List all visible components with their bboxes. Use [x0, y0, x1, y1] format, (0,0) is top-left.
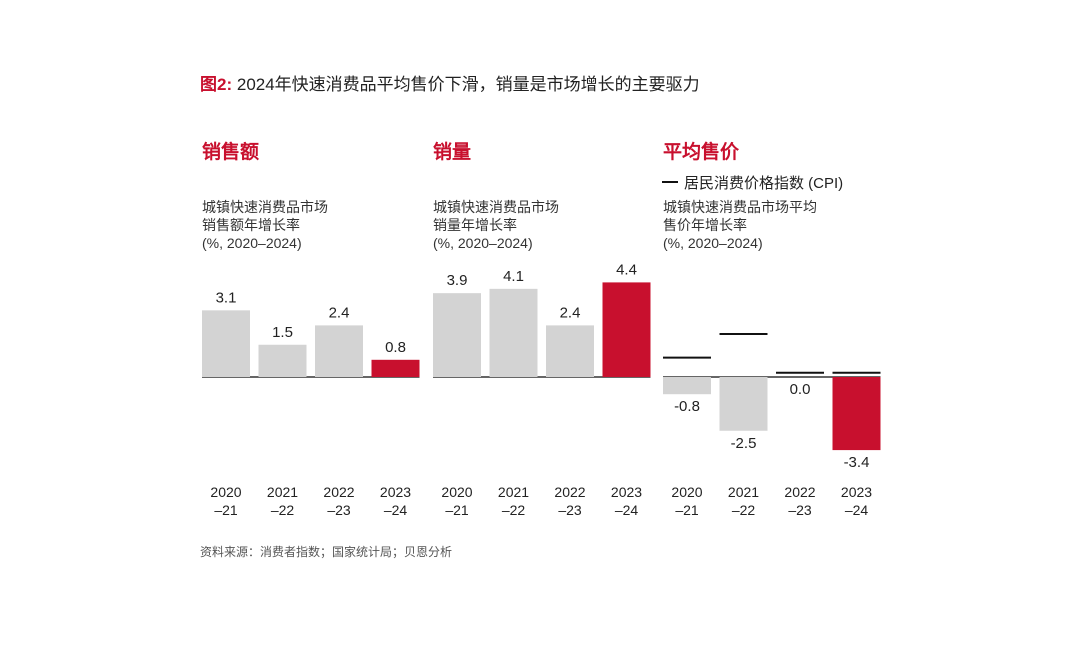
bar-value-label: 3.9: [447, 272, 468, 289]
bar-value-label: 4.1: [503, 268, 524, 285]
bar-value-label: -2.5: [731, 435, 757, 452]
bar: [489, 288, 538, 377]
bar-value-label: -3.4: [844, 454, 870, 471]
subtitle-line: 售价年增长率: [663, 217, 747, 233]
x-tick-label: 2022: [554, 484, 585, 500]
bar-value-label: 0.0: [790, 381, 811, 398]
subtitle-line: (%, 2020–2024): [202, 235, 302, 251]
subtitle-line: (%, 2020–2024): [663, 235, 763, 251]
x-tick-label: –22: [732, 502, 756, 518]
bar: [602, 282, 651, 377]
x-tick-label: 2020: [210, 484, 241, 500]
source-note: 资料来源：消费者指数；国家统计局；贝恩分析: [200, 545, 453, 559]
x-tick-label: 2023: [841, 484, 872, 500]
panel-title-asp: 平均售价: [663, 142, 740, 163]
x-tick-label: 2021: [498, 484, 529, 500]
x-tick-label: 2020: [671, 484, 702, 500]
x-tick-label: –22: [502, 502, 526, 518]
x-tick-label: –21: [445, 502, 469, 518]
x-tick-label: 2021: [728, 484, 759, 500]
bar-value-label: 2.4: [329, 304, 350, 321]
x-tick-label: –23: [327, 502, 351, 518]
panel-title-sales: 销售额: [202, 142, 260, 163]
panel-subtitle-asp: 城镇快速消费品市场平均 售价年增长率 (%, 2020–2024): [663, 198, 817, 252]
bar-value-label: 4.4: [616, 261, 637, 278]
x-tick-label: –21: [675, 502, 699, 518]
subtitle-line: 销量年增长率: [433, 217, 517, 233]
bar-value-label: 1.5: [272, 324, 293, 341]
subtitle-line: 城镇快速消费品市场: [433, 199, 559, 215]
bar: [663, 377, 711, 395]
cpi-legend-swatch: [662, 181, 678, 184]
x-tick-label: –24: [384, 502, 408, 518]
figure-title: 图2: 2024年快速消费品平均售价下滑，销量是市场增长的主要驱力: [200, 70, 700, 95]
bar: [315, 325, 363, 377]
bar: [371, 359, 420, 377]
bar: [546, 325, 594, 377]
x-tick-label: 2020: [441, 484, 472, 500]
subtitle-line: 销售额年增长率: [202, 217, 300, 233]
x-tick-label: –23: [558, 502, 582, 518]
bar-value-label: 0.8: [385, 339, 406, 356]
x-tick-label: –24: [845, 502, 869, 518]
cpi-legend-label: 居民消费价格指数 (CPI): [684, 175, 844, 192]
panel-subtitle-sales: 城镇快速消费品市场 销售额年增长率 (%, 2020–2024): [202, 198, 328, 252]
subtitle-line: 城镇快速消费品市场: [202, 199, 328, 215]
panel-title-volume: 销量: [433, 142, 472, 163]
x-tick-label: –24: [615, 502, 639, 518]
x-tick-label: 2022: [784, 484, 815, 500]
x-tick-label: –22: [271, 502, 295, 518]
bar-value-label: 3.1: [216, 289, 237, 306]
bar: [832, 377, 881, 451]
bar: [258, 344, 307, 377]
x-tick-label: 2023: [611, 484, 642, 500]
bar: [433, 293, 481, 377]
figure-number: 图2:: [200, 75, 233, 94]
subtitle-line: (%, 2020–2024): [433, 235, 533, 251]
x-tick-label: 2021: [267, 484, 298, 500]
x-tick-label: –23: [788, 502, 812, 518]
cpi-legend: 居民消费价格指数 (CPI): [662, 172, 843, 193]
bar: [719, 377, 768, 431]
bar-value-label: -0.8: [674, 398, 700, 415]
x-tick-label: –21: [214, 502, 238, 518]
bar: [202, 310, 250, 377]
subtitle-line: 城镇快速消费品市场平均: [663, 199, 817, 215]
figure-title-text: 2024年快速消费品平均售价下滑，销量是市场增长的主要驱力: [236, 75, 700, 94]
x-tick-label: 2022: [323, 484, 354, 500]
x-tick-label: 2023: [380, 484, 411, 500]
bar-value-label: 2.4: [560, 304, 581, 321]
panel-subtitle-volume: 城镇快速消费品市场 销量年增长率 (%, 2020–2024): [433, 198, 559, 252]
